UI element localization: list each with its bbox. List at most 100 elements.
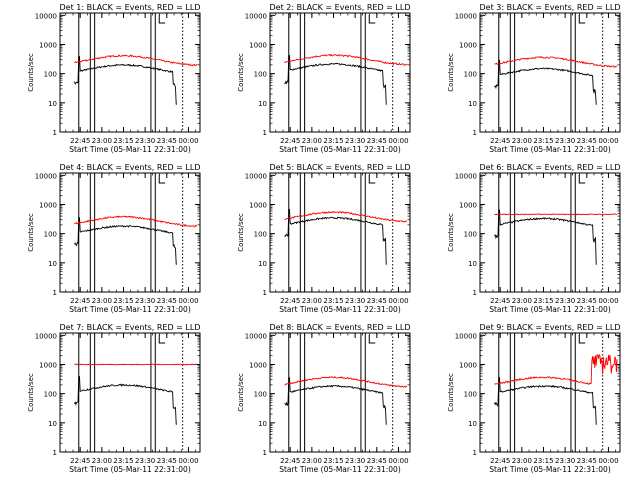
y-axis-label: Counts/sec [447,53,455,92]
x-tick-label: 00:00 [388,137,408,145]
x-tick-label: 23:30 [555,137,575,145]
x-tick-label: 22:45 [280,297,300,305]
x-tick-label: 22:45 [490,297,510,305]
events-series-line [494,59,597,105]
bracket-mark [578,335,586,344]
y-tick-label: 10 [468,260,477,268]
x-axis-label: Start Time (05-Mar-11 22:31:00) [69,305,191,314]
bracket-mark [368,335,376,344]
lld-series-line [494,213,618,216]
x-tick-label: 23:00 [302,457,322,465]
x-tick-label: 23:00 [512,297,532,305]
y-tick-label: 1000 [249,201,267,209]
y-tick-label: 1 [263,449,267,457]
x-tick-label: 23:00 [92,457,112,465]
plot-frame [59,12,201,133]
x-axis-label: Start Time (05-Mar-11 22:31:00) [69,145,191,154]
y-tick-label: 1000 [459,201,477,209]
x-tick-label: 23:45 [157,457,177,465]
x-tick-label: 22:45 [280,457,300,465]
x-tick-label: 23:15 [533,297,553,305]
y-tick-label: 10 [258,260,267,268]
chart-panel-9: Det 9: BLACK = Events, RED = LLD Counts/s… [447,323,621,474]
x-tick-label: 23:00 [512,137,532,145]
y-tick-label: 1 [263,289,267,297]
plot-frame [269,12,411,133]
x-tick-label: 23:45 [577,297,597,305]
y-axis-label: Counts/sec [447,213,455,252]
y-tick-label: 100 [254,391,267,399]
plot-frame [59,332,201,453]
y-tick-label: 10000 [35,332,57,340]
y-tick-label: 1 [473,289,477,297]
x-tick-label: 23:30 [135,457,155,465]
chart-title: Det 1: BLACK = Events, RED = LLD [60,3,201,12]
y-tick-label: 10000 [245,172,267,180]
x-tick-label: 00:00 [388,457,408,465]
bracket-mark [578,175,586,184]
bracket-mark [158,335,166,344]
events-series-line [74,376,177,425]
x-axis-label: Start Time (05-Mar-11 22:31:00) [69,465,191,474]
chart-title: Det 9: BLACK = Events, RED = LLD [480,323,621,332]
bracket-mark [578,15,586,24]
x-tick-label: 00:00 [388,297,408,305]
x-tick-label: 23:30 [135,297,155,305]
y-tick-label: 1 [473,449,477,457]
x-tick-label: 23:00 [302,297,322,305]
y-axis-label: Counts/sec [27,53,35,92]
x-tick-label: 23:45 [577,457,597,465]
chart-panel-5: Det 5: BLACK = Events, RED = LLD Counts/s… [237,163,411,314]
x-tick-label: 23:30 [555,297,575,305]
chart-panel-4: Det 4: BLACK = Events, RED = LLD Counts/s… [27,163,201,314]
x-tick-label: 22:45 [490,137,510,145]
y-tick-label: 10000 [35,172,57,180]
y-tick-label: 100 [464,231,477,239]
x-tick-label: 23:00 [512,457,532,465]
x-tick-label: 23:45 [367,137,387,145]
x-tick-label: 23:15 [323,297,343,305]
x-tick-label: 23:15 [323,457,343,465]
x-tick-label: 23:00 [92,137,112,145]
bracket-mark [158,15,166,24]
lld-series-line [74,215,198,228]
x-tick-label: 23:30 [135,137,155,145]
x-tick-label: 23:15 [113,297,133,305]
x-tick-label: 00:00 [598,457,618,465]
lld-series-line [494,56,618,68]
y-tick-label: 100 [464,71,477,79]
y-tick-label: 100 [464,391,477,399]
chart-title: Det 2: BLACK = Events, RED = LLD [270,3,411,12]
x-tick-label: 00:00 [178,137,198,145]
y-tick-label: 1000 [459,41,477,49]
plot-frame [479,12,621,133]
y-tick-label: 100 [44,231,57,239]
y-tick-label: 1000 [249,41,267,49]
x-tick-label: 23:45 [367,297,387,305]
x-axis-label: Start Time (05-Mar-11 22:31:00) [279,465,401,474]
y-tick-label: 10 [48,420,57,428]
x-tick-label: 23:30 [555,457,575,465]
y-tick-label: 10 [468,420,477,428]
lld-series-line [74,363,198,366]
bracket-mark [368,175,376,184]
y-tick-label: 10 [258,100,267,108]
y-tick-label: 10000 [455,172,477,180]
x-axis-label: Start Time (05-Mar-11 22:31:00) [489,465,611,474]
chart-title: Det 8: BLACK = Events, RED = LLD [270,323,411,332]
plot-frame [479,172,621,293]
events-series-line [284,55,387,105]
y-tick-label: 10000 [455,332,477,340]
chart-panel-7: Det 7: BLACK = Events, RED = LLD Counts/s… [27,323,201,474]
bracket-mark [368,15,376,24]
chart-panel-2: Det 2: BLACK = Events, RED = LLD Counts/s… [237,3,411,154]
y-tick-label: 10000 [455,12,477,20]
chart-panel-1: Det 1: BLACK = Events, RED = LLD Counts/s… [27,3,201,154]
y-tick-label: 1 [53,289,57,297]
x-tick-label: 22:45 [70,297,90,305]
events-series-line [73,56,177,105]
y-tick-label: 10000 [245,332,267,340]
y-tick-label: 10000 [245,12,267,20]
x-tick-label: 23:15 [323,137,343,145]
x-axis-label: Start Time (05-Mar-11 22:31:00) [489,305,611,314]
